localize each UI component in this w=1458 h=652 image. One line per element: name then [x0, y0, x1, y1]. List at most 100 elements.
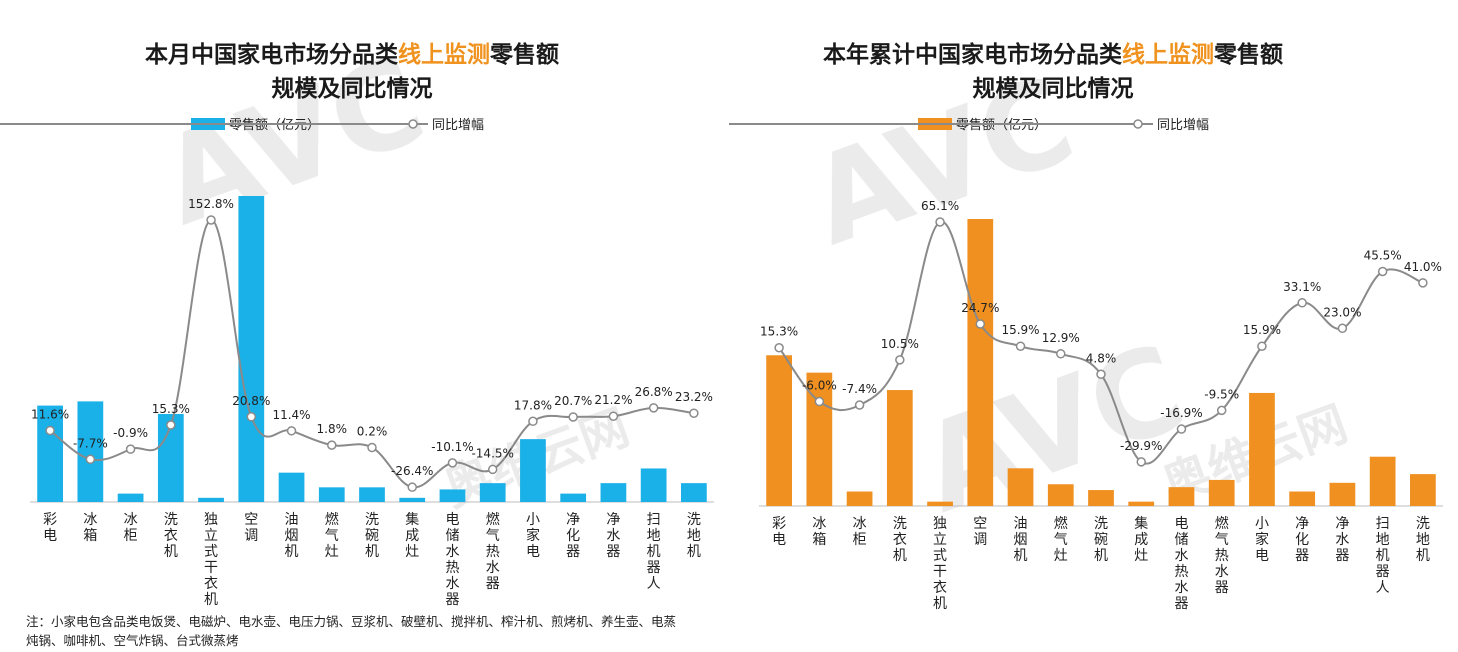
- category-label-10: 电储水热水器: [1174, 516, 1188, 612]
- legend-line-label: 同比增幅: [1157, 118, 1209, 133]
- legend: 零售额（亿元） 同比增幅: [0, 117, 484, 133]
- chart-title-line2: 规模及同比情况: [272, 76, 433, 102]
- bar-13: [560, 493, 587, 502]
- yoy-label-9: -29.9%: [1120, 439, 1162, 453]
- yoy-label-12: 17.8%: [514, 398, 552, 412]
- category-label-9: 集成灶: [1134, 515, 1148, 564]
- bar-4: [198, 497, 224, 502]
- category-label-2: 冰柜: [124, 512, 138, 544]
- plot-area: 15.3%-6.0% -7.4%10.5%65.1%24.7%15.9%12.9%…: [759, 199, 1443, 612]
- yoy-label-4: 152.8%: [188, 197, 234, 211]
- category-label-11: 燃气热水器: [1215, 515, 1229, 596]
- category-label-12: 小家电: [526, 512, 540, 560]
- yoy-label-10: -16.9%: [1160, 406, 1202, 420]
- category-label-4: 独立式干衣机: [933, 516, 947, 612]
- bar-4: [927, 501, 953, 506]
- watermark: AVC 奥维云网: [145, 31, 637, 517]
- yoy-label-15: 45.5%: [1364, 248, 1402, 262]
- category-label-4: 独立式干衣机: [204, 512, 218, 608]
- footnote: 注：小家电包含品类电饭煲、电磁炉、电水壶、电压力锅、豆浆机、破壁机、搅拌机、榨汁…: [26, 614, 677, 648]
- yoy-label-6: 11.4%: [272, 408, 310, 422]
- bar-7: [1047, 484, 1074, 506]
- bar-1: [77, 401, 104, 502]
- bar-1: [806, 372, 833, 506]
- category-label-1: 冰箱: [812, 516, 826, 548]
- bar-12: [520, 439, 546, 502]
- bar-15: [640, 468, 667, 502]
- chart-title: 本年累计中国家电市场分品类线上监测零售额: [823, 41, 1283, 68]
- category-label-0: 彩电: [772, 516, 786, 548]
- yoy-label-9: -26.4%: [391, 464, 433, 478]
- yoy-label-0: 15.3%: [760, 325, 798, 339]
- yoy-label-7: 12.9%: [1042, 331, 1080, 345]
- chart-title: 本月中国家电市场分品类线上监测零售额: [145, 41, 559, 68]
- bar-16: [1410, 474, 1436, 506]
- category-label-7: 燃气灶: [1054, 515, 1068, 564]
- yoy-label-2: -0.9%: [113, 426, 148, 440]
- yoy-marker-11: [1216, 405, 1227, 416]
- bar-7: [318, 487, 345, 502]
- category-label-3: 洗衣机: [893, 516, 907, 564]
- yoy-marker-6: [1015, 341, 1026, 351]
- yoy-marker-2: [854, 400, 865, 410]
- left-chart-panel: AVC 奥维云网 本月中国家电市场分品类线上监测零售额 规模及同比情况 零售额（…: [0, 31, 714, 608]
- yoy-marker-7: [327, 440, 337, 450]
- chart-title-line2: 规模及同比情况: [973, 76, 1134, 102]
- yoy-label-8: 4.8%: [1086, 351, 1117, 365]
- yoy-label-13: 33.1%: [1283, 280, 1321, 294]
- yoy-marker-1: [85, 454, 96, 465]
- bar-11: [479, 483, 506, 502]
- category-label-16: 洗地机: [687, 512, 701, 560]
- yoy-marker-15: [1377, 266, 1388, 277]
- yoy-label-5: 20.8%: [232, 394, 270, 408]
- yoy-marker-13: [1297, 298, 1307, 308]
- bar-10: [439, 489, 466, 502]
- yoy-marker-14: [608, 411, 619, 421]
- bar-13: [1289, 491, 1316, 506]
- yoy-line: [778, 220, 1424, 465]
- bar-15: [1369, 456, 1396, 506]
- bar-3: [886, 390, 913, 506]
- yoy-marker-8: [367, 442, 377, 453]
- yoy-marker-9: [407, 482, 417, 492]
- yoy-marker-6: [286, 426, 297, 436]
- bar-6: [1007, 468, 1034, 506]
- yoy-marker-16: [1418, 278, 1428, 288]
- bar-11: [1208, 479, 1235, 506]
- yoy-label-1: -7.7%: [73, 436, 108, 450]
- category-label-0: 彩电: [43, 512, 57, 544]
- yoy-marker-13: [568, 412, 578, 422]
- yoy-marker-8: [1096, 369, 1106, 380]
- yoy-label-4: 65.1%: [921, 199, 959, 213]
- category-label-2: 冰柜: [853, 516, 867, 548]
- yoy-marker-3: [166, 420, 176, 430]
- category-label-15: 扫地机器人: [647, 512, 661, 592]
- yoy-marker-9: [1136, 457, 1146, 467]
- yoy-label-16: 41.0%: [1404, 260, 1442, 274]
- category-label-13: 净化器: [566, 512, 580, 560]
- category-label-6: 油烟机: [285, 512, 299, 560]
- bar-8: [1088, 490, 1114, 506]
- yoy-marker-11: [487, 464, 498, 475]
- yoy-marker-0: [774, 342, 784, 353]
- yoy-marker-12: [528, 416, 538, 427]
- bar-5: [967, 219, 994, 506]
- yoy-label-14: 23.0%: [1323, 305, 1361, 319]
- legend-line-label: 同比增幅: [432, 118, 484, 133]
- category-label-7: 燃气灶: [325, 511, 339, 560]
- category-label-16: 洗地机: [1416, 516, 1430, 564]
- yoy-marker-10: [1176, 424, 1187, 434]
- right-chart-panel: AVC AVC 奥维云网 本年累计中国家电市场分品类线上监测零售额 规模及同比情…: [729, 41, 1443, 612]
- yoy-marker-12: [1257, 341, 1267, 351]
- yoy-marker-4: [935, 217, 945, 227]
- category-label-13: 净化器: [1295, 516, 1309, 564]
- legend-line-marker: [1133, 119, 1143, 129]
- category-label-8: 洗碗机: [1094, 516, 1108, 564]
- legend: 零售额（亿元） 同比增幅: [729, 117, 1209, 133]
- bar-0: [766, 355, 792, 506]
- yoy-marker-3: [895, 355, 905, 365]
- yoy-label-3: 10.5%: [881, 337, 919, 351]
- yoy-label-11: -14.5%: [471, 446, 513, 460]
- bar-5: [238, 196, 265, 502]
- bar-2: [846, 491, 873, 506]
